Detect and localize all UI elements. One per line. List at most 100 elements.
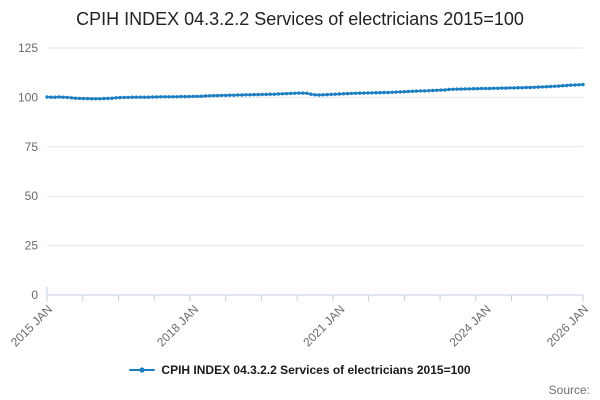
data-point-marker: [435, 88, 439, 93]
data-point-marker: [232, 93, 236, 97]
y-axis-label: 125: [18, 41, 38, 55]
data-point-marker: [443, 88, 447, 92]
data-point-marker: [422, 89, 427, 93]
data-point-marker: [207, 94, 212, 98]
legend-line-dot-marker-icon: [129, 367, 156, 373]
data-point-marker: [317, 93, 321, 97]
data-point-marker: [150, 95, 155, 99]
data-point-marker: [110, 96, 114, 100]
legend-series-label: CPIH INDEX 04.3.2.2 Services of electric…: [161, 363, 471, 377]
data-point-marker: [508, 86, 512, 90]
data-point-marker: [321, 93, 325, 97]
data-point-marker: [573, 83, 577, 87]
data-point-marker: [276, 92, 281, 96]
data-point-marker: [581, 82, 585, 87]
data-point-marker: [427, 89, 431, 93]
data-point-marker: [556, 84, 561, 88]
data-point-marker: [228, 93, 232, 97]
data-point-marker: [459, 87, 463, 91]
data-point-marker: [94, 97, 98, 101]
data-point-marker: [410, 89, 415, 94]
y-axis-label: 25: [25, 239, 39, 253]
data-point-marker: [272, 92, 277, 96]
data-point-marker: [439, 88, 443, 92]
data-point-marker: [49, 95, 53, 99]
data-point-marker: [73, 96, 78, 100]
data-point-marker: [297, 91, 301, 95]
data-point-marker: [167, 95, 171, 99]
line-chart: 0 25 50 75 100 125 2015 JAN 2018 JAN 2021 JAN 202…: [8, 41, 591, 349]
data-point-marker: [447, 87, 451, 92]
data-point-marker: [455, 87, 459, 91]
data-point-marker: [345, 91, 350, 96]
data-point-marker: [479, 86, 484, 91]
data-point-marker: [390, 90, 394, 95]
chart-title: CPIH INDEX 04.3.2.2 Services of electric…: [76, 9, 524, 29]
data-point-marker: [69, 96, 74, 100]
x-axis-label: 2024 JAN: [447, 302, 494, 349]
data-point-marker: [540, 85, 545, 89]
data-point-marker: [106, 96, 110, 101]
data-point-marker: [114, 96, 118, 100]
data-point-marker: [431, 88, 435, 93]
data-point-marker: [65, 95, 70, 100]
data-point-marker: [183, 94, 187, 99]
data-point-marker: [475, 87, 480, 91]
data-point-marker: [256, 92, 260, 97]
data-point-marker: [77, 96, 82, 101]
data-point-marker: [451, 87, 455, 92]
data-point-marker: [268, 92, 272, 96]
data-point-marker: [199, 94, 203, 98]
data-point-marker: [146, 95, 151, 99]
data-point-marker: [467, 87, 471, 91]
data-point-marker: [325, 92, 329, 97]
data-point-marker: [552, 84, 557, 89]
data-point-marker: [61, 95, 65, 99]
data-point-marker: [492, 86, 496, 91]
data-point-marker: [293, 91, 297, 96]
legend[interactable]: CPIH INDEX 04.3.2.2 Services of electric…: [0, 360, 600, 380]
data-point-marker: [358, 91, 362, 95]
y-axis-label: 50: [25, 189, 39, 203]
data-point-marker: [187, 94, 191, 99]
data-point-marker: [487, 86, 492, 91]
data-point-marker: [349, 91, 354, 96]
data-point-marker: [524, 85, 528, 90]
data-point-marker: [154, 95, 159, 99]
data-point-marker: [353, 91, 358, 96]
data-point-marker: [85, 96, 90, 101]
data-point-marker: [118, 95, 122, 100]
data-point-marker: [366, 91, 370, 95]
data-point-marker: [313, 93, 317, 97]
data-point-marker: [203, 94, 208, 98]
data-point-marker: [138, 95, 143, 99]
source-label: Source:: [548, 383, 590, 397]
data-point-marker: [362, 91, 366, 95]
data-point-marker: [236, 93, 240, 97]
data-point-marker: [252, 92, 256, 97]
data-point-marker: [248, 93, 252, 97]
data-point-marker: [394, 90, 398, 94]
data-point-marker: [122, 95, 126, 100]
data-point-marker: [98, 97, 102, 101]
x-axis-label: 2018 JAN: [154, 302, 201, 349]
data-point-marker: [159, 95, 163, 99]
data-point-marker: [561, 84, 565, 88]
data-point-marker: [53, 95, 57, 99]
data-point-marker: [264, 92, 268, 97]
data-point-marker: [288, 91, 293, 96]
data-point-marker: [130, 95, 134, 99]
data-point-marker: [102, 96, 106, 101]
data-point-marker: [386, 90, 390, 95]
data-point-marker: [191, 94, 195, 99]
data-point-marker: [483, 86, 488, 91]
x-axis-label: 2015 JAN: [8, 302, 55, 349]
data-point-marker: [211, 93, 216, 98]
data-point-marker: [163, 95, 167, 99]
data-point-marker: [341, 92, 346, 96]
data-point-marker: [329, 92, 333, 97]
data-point-marker: [280, 92, 285, 96]
data-point-marker: [260, 92, 264, 97]
data-point-marker: [528, 85, 532, 90]
